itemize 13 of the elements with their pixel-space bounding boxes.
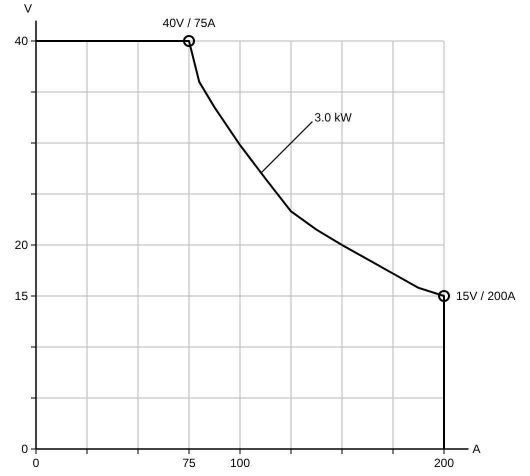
- y-tick-label: 20: [14, 238, 28, 252]
- y-axis-title: V: [24, 2, 32, 16]
- y-tick-label: 40: [14, 34, 28, 48]
- annotation: 40V / 75A: [162, 16, 216, 30]
- annotation: 3.0 kW: [314, 110, 352, 125]
- x-tick-label: 100: [230, 456, 250, 470]
- x-tick-label: 0: [32, 456, 40, 470]
- x-axis-title: A: [472, 442, 480, 456]
- y-tick-label: 15: [14, 289, 28, 303]
- y-tick-label: 0: [21, 442, 28, 456]
- x-tick-label: 200: [434, 456, 454, 470]
- x-tick-label: 75: [182, 456, 196, 470]
- annotation: 15V / 200A: [456, 289, 516, 303]
